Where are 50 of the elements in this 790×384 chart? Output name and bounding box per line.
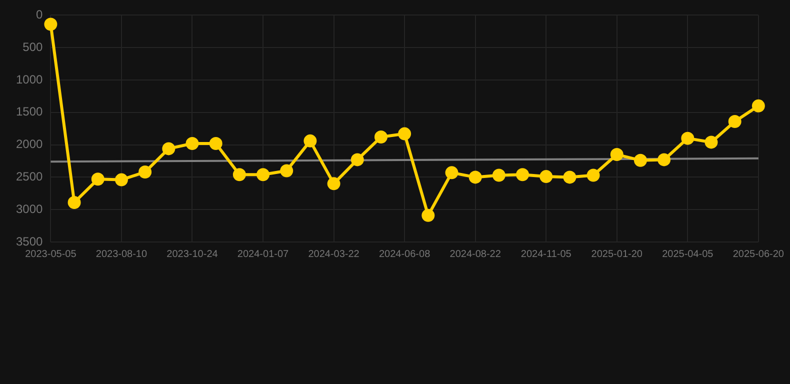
- x-tick-label: 2025-04-05: [662, 248, 714, 260]
- point: [327, 177, 340, 190]
- point: [540, 170, 553, 184]
- point: [256, 168, 270, 182]
- point: [681, 132, 694, 145]
- point: [752, 99, 765, 112]
- y-tick-label: 3500: [16, 234, 44, 248]
- point: [492, 168, 506, 182]
- x-tick-label: 2024-06-08: [378, 248, 431, 260]
- x-tick-label: 2024-08-22: [450, 248, 502, 260]
- x-tick-label: 2024-11-05: [520, 248, 572, 260]
- point: [468, 170, 482, 184]
- x-tick-label: 2023-08-10: [96, 248, 148, 260]
- point: [162, 142, 176, 156]
- x-tick-label: 2023-10-24: [166, 248, 218, 260]
- point: [91, 172, 104, 186]
- point: [704, 136, 718, 149]
- point: [280, 164, 294, 178]
- x-tick-label: 2023-05-05: [25, 248, 77, 260]
- point: [398, 127, 412, 140]
- point: [209, 137, 222, 150]
- point: [728, 114, 742, 128]
- point: [445, 166, 458, 180]
- point: [516, 168, 530, 182]
- y-tick-label: 0: [36, 8, 44, 22]
- y-tick-label: 500: [22, 40, 44, 54]
- point: [186, 137, 199, 150]
- point: [634, 154, 647, 167]
- y-tick-label: 3000: [16, 202, 44, 216]
- point: [374, 130, 388, 144]
- x-tick-label: 2025-01-20: [591, 248, 643, 260]
- point: [68, 196, 81, 209]
- x-tick-label: 2024-01-07: [237, 248, 290, 260]
- y-tick-label: 1500: [16, 104, 44, 119]
- y-tick-label: 2000: [16, 137, 44, 152]
- point: [586, 168, 600, 182]
- x-tick-label: 2025-06-20: [732, 248, 784, 260]
- x-tick-label: 2024-03-22: [308, 248, 360, 260]
- point: [114, 173, 128, 186]
- point: [232, 168, 246, 182]
- point: [610, 148, 624, 162]
- point: [304, 134, 317, 148]
- point: [44, 18, 58, 31]
- point: [563, 170, 576, 184]
- point: [138, 166, 152, 179]
- point: [658, 153, 671, 166]
- y-tick-label: 1000: [16, 72, 44, 86]
- y-tick-label: 2500: [16, 170, 44, 184]
- point: [422, 208, 435, 222]
- point: [350, 153, 364, 166]
